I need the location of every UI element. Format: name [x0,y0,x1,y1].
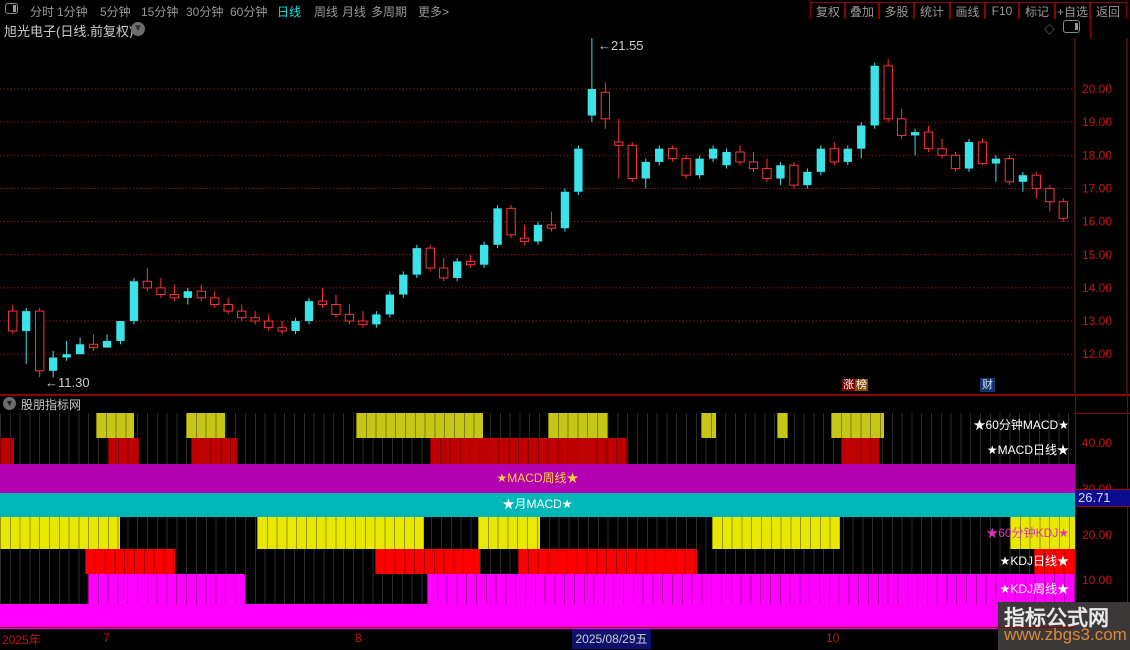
svg-text:17.00: 17.00 [1082,181,1112,195]
svg-text:20.00: 20.00 [1082,82,1112,96]
svg-text:15.00: 15.00 [1082,248,1112,262]
svg-text:12.00: 12.00 [1082,347,1112,361]
svg-text:16.00: 16.00 [1082,215,1112,229]
svg-text:18.00: 18.00 [1082,148,1112,162]
svg-text:13.00: 13.00 [1082,314,1112,328]
svg-text:14.00: 14.00 [1082,281,1112,295]
svg-text:19.00: 19.00 [1082,115,1112,129]
